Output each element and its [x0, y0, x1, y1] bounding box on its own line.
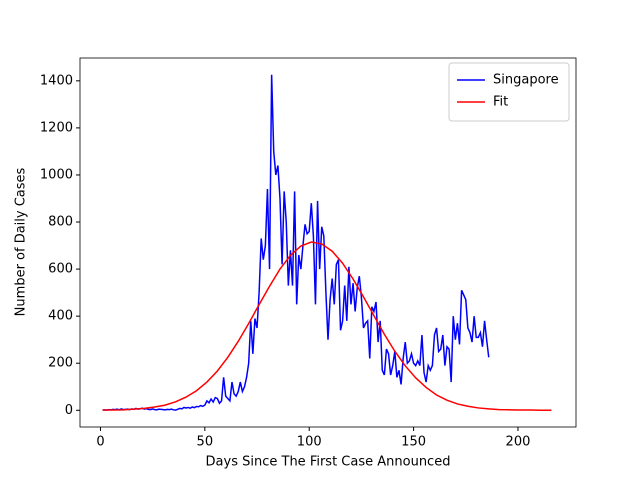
- legend-box: [448, 62, 570, 122]
- y-tick-label: 1200: [40, 120, 73, 135]
- x-tick-label: 200: [506, 435, 531, 450]
- x-tick-label: 0: [96, 435, 104, 450]
- x-tick-label: 50: [197, 435, 214, 450]
- y-tick-label: 0: [65, 403, 73, 418]
- y-tick-label: 200: [48, 356, 73, 371]
- y-tick-label: 1400: [40, 73, 73, 88]
- data-line: [102, 241, 552, 412]
- y-axis-label: Number of Daily Cases: [14, 167, 29, 316]
- legend-label: Fit: [493, 95, 508, 110]
- legend-label: Singapore: [493, 73, 559, 88]
- y-tick-label: 1000: [40, 167, 73, 182]
- y-tick-label: 800: [48, 215, 73, 230]
- y-tick-label: 600: [48, 262, 73, 277]
- y-tick-label: 400: [48, 309, 73, 324]
- x-tick-label: 150: [401, 435, 426, 450]
- x-axis-label: Days Since The First Case Announced: [206, 455, 451, 470]
- plot-frame: [79, 57, 577, 428]
- x-tick-label: 100: [297, 435, 322, 450]
- data-line: [102, 74, 490, 411]
